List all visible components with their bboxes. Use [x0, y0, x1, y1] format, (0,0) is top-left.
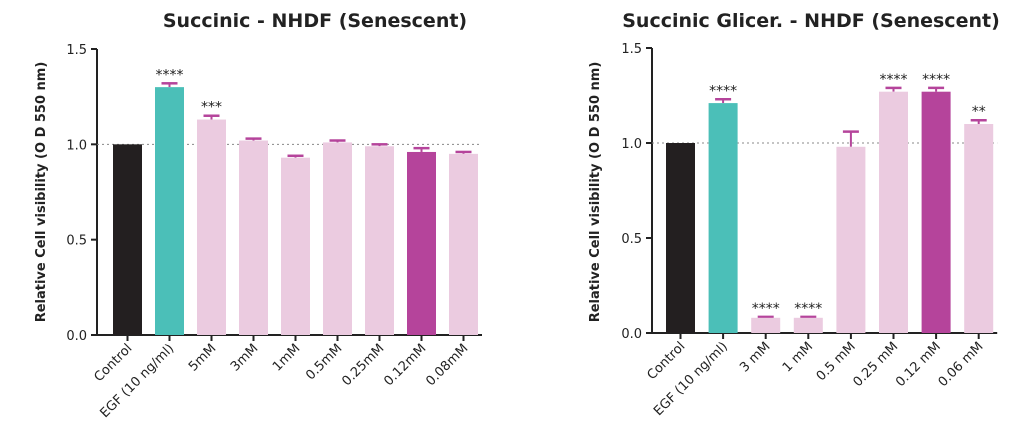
bar — [323, 142, 352, 335]
significance-label: ** — [972, 104, 986, 120]
significance-label: **** — [794, 301, 822, 317]
x-tick-label: 1 mM — [780, 339, 816, 375]
significance-label: **** — [922, 72, 950, 88]
y-tick-label: 0.0 — [66, 329, 87, 344]
significance-label: **** — [156, 67, 184, 83]
bar — [365, 146, 394, 335]
bar — [708, 103, 738, 333]
significance-label: *** — [201, 100, 222, 116]
y-tick-label: 0.5 — [66, 234, 87, 249]
x-tick-label: 3mM — [228, 341, 261, 374]
bar — [793, 317, 823, 333]
bar — [113, 144, 142, 335]
x-tick-label: 0.5mM — [303, 341, 345, 383]
x-tick-label: 0.25mM — [339, 341, 387, 389]
y-tick-label: 0.5 — [621, 232, 642, 247]
bar — [197, 119, 226, 336]
x-tick-label: EGF (10 ng/ml) — [98, 341, 178, 421]
x-tick-label: 0.12mM — [381, 341, 429, 389]
significance-label: **** — [709, 83, 737, 99]
y-axis-label: Relative Cell visibility (O D 550 nm) — [588, 62, 603, 323]
chart-title: Succinic - NHDF (Senescent) — [163, 10, 467, 32]
significance-label: **** — [752, 301, 780, 317]
x-tick-label: 0.25 mM — [850, 339, 901, 390]
bar — [836, 146, 866, 333]
y-tick-label: 1.5 — [66, 43, 87, 58]
bar — [666, 143, 695, 333]
bar — [407, 151, 436, 335]
bar — [964, 124, 994, 333]
y-tick-label: 1.0 — [621, 137, 642, 152]
bar — [921, 91, 951, 333]
y-tick-label: 1.0 — [66, 138, 87, 153]
x-tick-label: 0.06 mM — [936, 339, 987, 390]
y-tick-label: 1.5 — [621, 42, 642, 57]
x-tick-label: 0.12 mM — [893, 339, 944, 390]
x-tick-label: 1mM — [270, 341, 303, 374]
y-axis-label: Relative Cell visibility (O D 550 nm) — [34, 62, 49, 323]
bar — [879, 91, 908, 333]
y-tick-label: 0.0 — [621, 327, 642, 342]
chart-panel-left: Succinic - NHDF (Senescent) Relative Cell… — [34, 10, 482, 421]
bar — [239, 140, 268, 335]
chart-title: Succinic Glicer. - NHDF (Senescent) — [622, 10, 1000, 32]
bar — [155, 87, 184, 335]
chart-panel-right: Succinic Glicer. - NHDF (Senescent) Relat… — [588, 10, 1000, 419]
bar — [281, 157, 310, 335]
x-tick-label: 0.08mM — [423, 341, 471, 389]
x-tick-label: EGF (10 ng/ml) — [651, 339, 731, 419]
bar — [751, 317, 781, 333]
bar — [449, 153, 478, 335]
significance-label: **** — [880, 72, 908, 88]
x-tick-label: 5mM — [186, 341, 219, 374]
x-tick-label: 3 mM — [737, 339, 773, 375]
